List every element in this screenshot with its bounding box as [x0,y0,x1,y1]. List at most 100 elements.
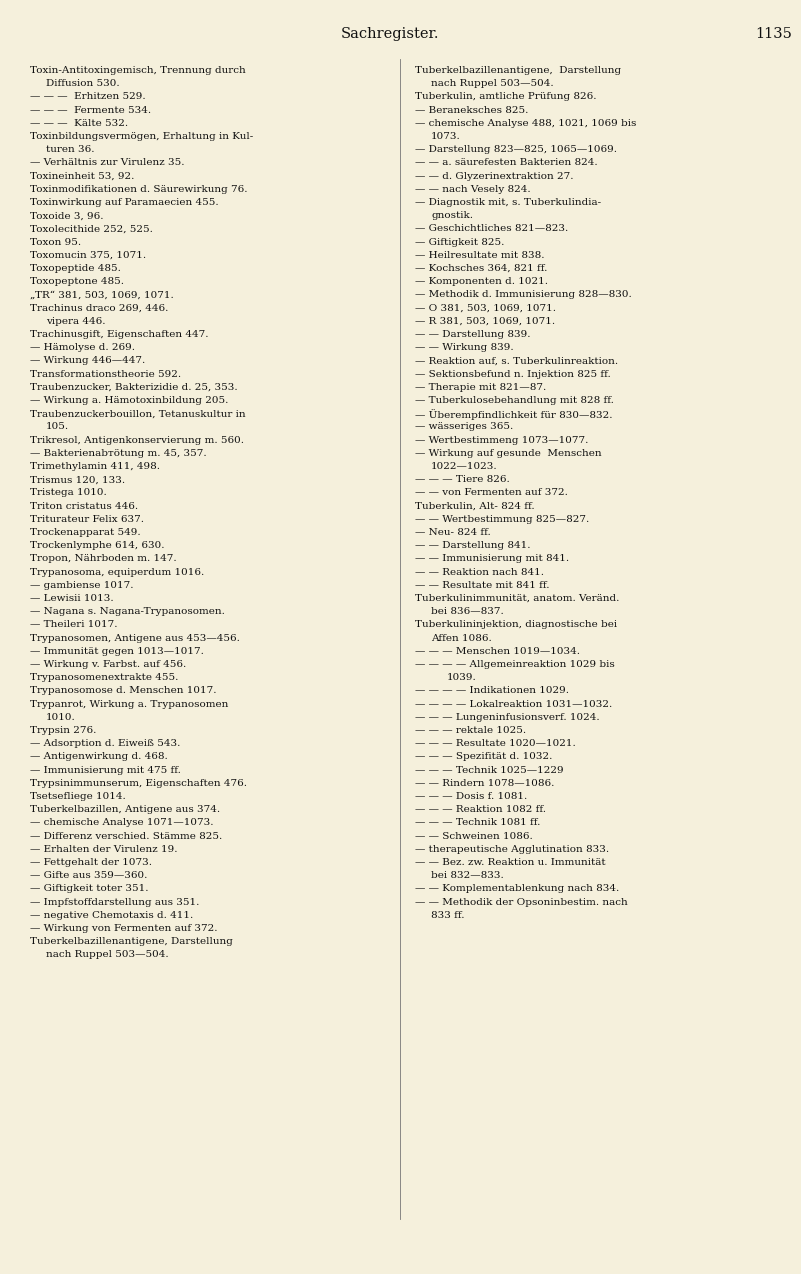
Text: Tsetsefliege 1014.: Tsetsefliege 1014. [30,792,126,801]
Text: — — — Tiere 826.: — — — Tiere 826. [415,475,509,484]
Text: — — — — Indikationen 1029.: — — — — Indikationen 1029. [415,687,569,696]
Text: — — — Reaktion 1082 ff.: — — — Reaktion 1082 ff. [415,805,546,814]
Text: — Fettgehalt der 1073.: — Fettgehalt der 1073. [30,857,152,868]
Text: — Tuberkulosebehandlung mit 828 ff.: — Tuberkulosebehandlung mit 828 ff. [415,396,614,405]
Text: Trypanrot, Wirkung a. Trypanosomen: Trypanrot, Wirkung a. Trypanosomen [30,699,228,708]
Text: Toxopeptide 485.: Toxopeptide 485. [30,264,121,273]
Text: Toxomucin 375, 1071.: Toxomucin 375, 1071. [30,251,146,260]
Text: — Therapie mit 821—87.: — Therapie mit 821—87. [415,382,546,392]
Text: — — Darstellung 841.: — — Darstellung 841. [415,541,530,550]
Text: Trismus 120, 133.: Trismus 120, 133. [30,475,125,484]
Text: Tuberkelbazillen, Antigene aus 374.: Tuberkelbazillen, Antigene aus 374. [30,805,220,814]
Text: — Giftigkeit toter 351.: — Giftigkeit toter 351. [30,884,148,893]
Text: — — —  Fermente 534.: — — — Fermente 534. [30,106,151,115]
Text: — — Wertbestimmung 825—827.: — — Wertbestimmung 825—827. [415,515,590,524]
Text: Sachregister.: Sachregister. [340,27,439,41]
Text: — — — — Allgemeinreaktion 1029 bis: — — — — Allgemeinreaktion 1029 bis [415,660,614,669]
Text: Toxineinheit 53, 92.: Toxineinheit 53, 92. [30,172,135,181]
Text: Trypanosomose d. Menschen 1017.: Trypanosomose d. Menschen 1017. [30,687,216,696]
Text: — — — Menschen 1019—1034.: — — — Menschen 1019—1034. [415,647,580,656]
Text: — Adsorption d. Eiweiß 543.: — Adsorption d. Eiweiß 543. [30,739,180,748]
Text: — Wirkung v. Farbst. auf 456.: — Wirkung v. Farbst. auf 456. [30,660,187,669]
Text: — Neu- 824 ff.: — Neu- 824 ff. [415,527,491,538]
Text: — — — Dosis f. 1081.: — — — Dosis f. 1081. [415,792,527,801]
Text: — R 381, 503, 1069, 1071.: — R 381, 503, 1069, 1071. [415,317,555,326]
Text: — Lewisii 1013.: — Lewisii 1013. [30,594,114,603]
Text: Toxolecithide 252, 525.: Toxolecithide 252, 525. [30,224,153,233]
Text: — Wertbestimmeng 1073—1077.: — Wertbestimmeng 1073—1077. [415,436,589,445]
Text: — therapeutische Agglutination 833.: — therapeutische Agglutination 833. [415,845,609,854]
Text: — Überempfindlichkeit für 830—832.: — Überempfindlichkeit für 830—832. [415,409,613,420]
Text: — Immunität gegen 1013—1017.: — Immunität gegen 1013—1017. [30,647,204,656]
Text: turen 36.: turen 36. [46,145,95,154]
Text: — — — Technik 1081 ff.: — — — Technik 1081 ff. [415,818,541,827]
Text: nach Ruppel 503—504.: nach Ruppel 503—504. [431,79,553,88]
Text: — Darstellung 823—825, 1065—1069.: — Darstellung 823—825, 1065—1069. [415,145,617,154]
Text: — Bakterienabтötung m. 45, 357.: — Bakterienabтötung m. 45, 357. [30,448,207,457]
Text: Tuberkulinimmunität, anatom. Veränd.: Tuberkulinimmunität, anatom. Veränd. [415,594,619,603]
Text: Tristega 1010.: Tristega 1010. [30,488,107,497]
Text: — Giftigkeit 825.: — Giftigkeit 825. [415,237,505,247]
Text: 1039.: 1039. [447,673,477,682]
Text: — Nagana s. Nagana-Trypanosomen.: — Nagana s. Nagana-Trypanosomen. [30,608,225,617]
Text: — Erhalten der Virulenz 19.: — Erhalten der Virulenz 19. [30,845,178,854]
Text: 1073.: 1073. [431,132,461,141]
Text: — Wirkung von Fermenten auf 372.: — Wirkung von Fermenten auf 372. [30,924,218,933]
Text: Traubenzuckerbouillon, Tetanuskultur in: Traubenzuckerbouillon, Tetanuskultur in [30,409,246,418]
Text: — — — Spezifität d. 1032.: — — — Spezifität d. 1032. [415,753,553,762]
Text: Trikresol, Antigenkonservierung m. 560.: Trikresol, Antigenkonservierung m. 560. [30,436,244,445]
Text: — — Rindern 1078—1086.: — — Rindern 1078—1086. [415,778,554,787]
Text: — O 381, 503, 1069, 1071.: — O 381, 503, 1069, 1071. [415,303,556,312]
Text: — — — Lungeninfusionsverf. 1024.: — — — Lungeninfusionsverf. 1024. [415,712,600,722]
Text: — chemische Analyse 488, 1021, 1069 bis: — chemische Analyse 488, 1021, 1069 bis [415,118,636,127]
Text: bei 836—837.: bei 836—837. [431,608,504,617]
Text: — wässeriges 365.: — wässeriges 365. [415,423,513,432]
Text: — — — — Lokalreaktion 1031—1032.: — — — — Lokalreaktion 1031—1032. [415,699,612,708]
Text: — — Methodik der Opsoninbestim. nach: — — Methodik der Opsoninbestim. nach [415,898,628,907]
Text: — — — Technik 1025—1229: — — — Technik 1025—1229 [415,766,564,775]
Text: 833 ff.: 833 ff. [431,911,465,920]
Text: — Komponenten d. 1021.: — Komponenten d. 1021. [415,278,548,287]
Text: Trypanosoma, equiperdum 1016.: Trypanosoma, equiperdum 1016. [30,568,204,577]
Text: Trimethylamin 411, 498.: Trimethylamin 411, 498. [30,462,160,471]
Text: — — von Fermenten auf 372.: — — von Fermenten auf 372. [415,488,568,497]
Text: bei 832—833.: bei 832—833. [431,871,504,880]
Text: — Differenz verschied. Stämme 825.: — Differenz verschied. Stämme 825. [30,832,222,841]
Text: Trypanosomenextrakte 455.: Trypanosomenextrakte 455. [30,673,179,682]
Text: — — Schweinen 1086.: — — Schweinen 1086. [415,832,533,841]
Text: 105.: 105. [46,423,69,432]
Text: „TR“ 381, 503, 1069, 1071.: „TR“ 381, 503, 1069, 1071. [30,290,174,299]
Text: — — — rektale 1025.: — — — rektale 1025. [415,726,526,735]
Text: — Wirkung 446—447.: — Wirkung 446—447. [30,357,145,366]
Text: — — nach Vesely 824.: — — nach Vesely 824. [415,185,530,194]
Text: Tuberkelbazillenantigene,  Darstellung: Tuberkelbazillenantigene, Darstellung [415,66,621,75]
Text: Toxinbildungsvermögen, Erhaltung in Kul-: Toxinbildungsvermögen, Erhaltung in Kul- [30,132,253,141]
Text: Toxinmodifikationen d. Säurewirkung 76.: Toxinmodifikationen d. Säurewirkung 76. [30,185,248,194]
Text: — — Darstellung 839.: — — Darstellung 839. [415,330,530,339]
Text: — chemische Analyse 1071—1073.: — chemische Analyse 1071—1073. [30,818,214,827]
Text: — — Komplementablenkung nach 834.: — — Komplementablenkung nach 834. [415,884,619,893]
Text: — — —  Erhitzen 529.: — — — Erhitzen 529. [30,93,146,102]
Text: — Wirkung a. Hämotoxinbildung 205.: — Wirkung a. Hämotoxinbildung 205. [30,396,228,405]
Text: Tropon, Nährboden m. 147.: Tropon, Nährboden m. 147. [30,554,177,563]
Text: 1022—1023.: 1022—1023. [431,462,497,471]
Text: Tuberkulin, amtliche Prüfung 826.: Tuberkulin, amtliche Prüfung 826. [415,93,597,102]
Text: gnostik.: gnostik. [431,211,473,220]
Text: Toxopeptone 485.: Toxopeptone 485. [30,278,124,287]
Text: — — Immunisierung mit 841.: — — Immunisierung mit 841. [415,554,570,563]
Text: — — d. Glyzerinextraktion 27.: — — d. Glyzerinextraktion 27. [415,172,574,181]
Text: — — — Resultate 1020—1021.: — — — Resultate 1020—1021. [415,739,576,748]
Text: — Impfstoffdarstellung aus 351.: — Impfstoffdarstellung aus 351. [30,898,199,907]
Text: — Theileri 1017.: — Theileri 1017. [30,620,118,629]
Text: Trypsin 276.: Trypsin 276. [30,726,96,735]
Text: Diffusion 530.: Diffusion 530. [46,79,119,88]
Text: Trockenlymphe 614, 630.: Trockenlymphe 614, 630. [30,541,164,550]
Text: Affen 1086.: Affen 1086. [431,633,492,642]
Text: — Geschichtliches 821—823.: — Geschichtliches 821—823. [415,224,568,233]
Text: — Hämolyse d. 269.: — Hämolyse d. 269. [30,343,135,352]
Text: Toxinwirkung auf Paramaecien 455.: Toxinwirkung auf Paramaecien 455. [30,197,219,206]
Text: — Verhältnis zur Virulenz 35.: — Verhältnis zur Virulenz 35. [30,158,184,167]
Text: Trockenapparat 549.: Trockenapparat 549. [30,527,141,538]
Text: — Antigenwirkung d. 468.: — Antigenwirkung d. 468. [30,753,167,762]
Text: — negative Chemotaxis d. 411.: — negative Chemotaxis d. 411. [30,911,193,920]
